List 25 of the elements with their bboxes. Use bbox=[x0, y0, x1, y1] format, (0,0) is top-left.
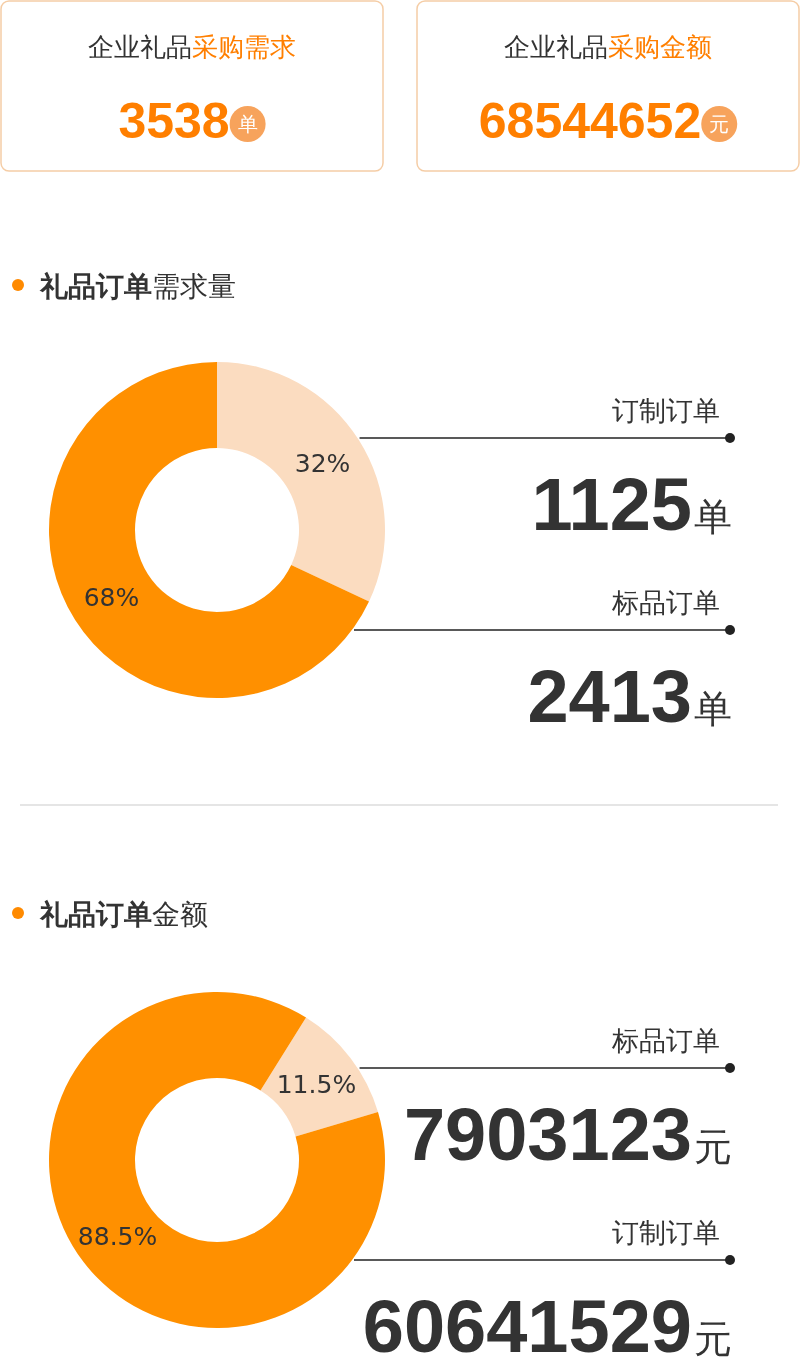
slice-label: 标品订单 bbox=[611, 1025, 720, 1056]
data-label: 3538 bbox=[118, 93, 230, 149]
slice-label: 订制订单 bbox=[612, 1217, 720, 1248]
data-label: 11.5% bbox=[276, 1070, 357, 1100]
donut-slice bbox=[49, 362, 370, 698]
text: 企业礼品 bbox=[88, 32, 192, 62]
donut-slice bbox=[217, 362, 385, 602]
text: 采购金额 bbox=[608, 32, 712, 62]
text: 1125单 bbox=[531, 463, 732, 546]
donut-slice bbox=[260, 1017, 378, 1137]
text: 7903123元 bbox=[403, 1093, 732, 1176]
data-label: 32% bbox=[294, 449, 351, 479]
text: 单 bbox=[237, 112, 258, 136]
chart-title: 礼品订单需求量 bbox=[39, 270, 236, 303]
data-label: 68% bbox=[83, 582, 140, 612]
slice-label: 订制订单 bbox=[612, 395, 720, 426]
text: 2413单 bbox=[527, 655, 732, 738]
slice-label: 标品订单 bbox=[611, 587, 720, 618]
text: 元 bbox=[709, 112, 730, 136]
data-label: 68544652 bbox=[478, 93, 702, 149]
chart-title: 礼品订单金额 bbox=[39, 898, 208, 931]
data-label: 88.5% bbox=[77, 1221, 158, 1251]
text: 企业礼品 bbox=[504, 32, 608, 62]
text: 60641529元 bbox=[362, 1285, 732, 1364]
text: 采购需求 bbox=[192, 32, 296, 62]
